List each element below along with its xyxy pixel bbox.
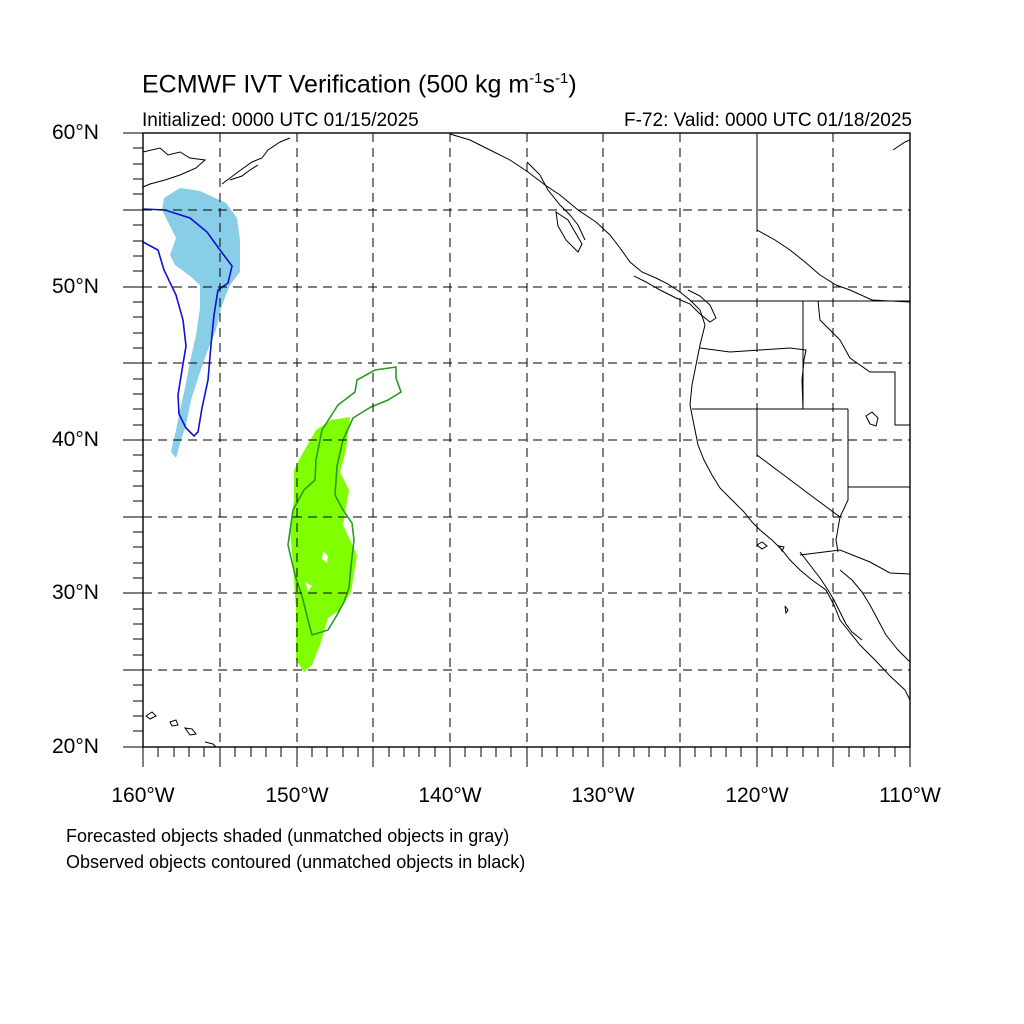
forecast-note: Forecasted objects shaded (unmatched obj… — [66, 826, 510, 846]
observed-object-2 — [287, 366, 402, 637]
lat-label-20n: 20°N — [52, 735, 99, 758]
grid-lines — [143, 133, 910, 747]
initialized-label: Initialized: 0000 UTC 01/15/2025 — [142, 110, 419, 131]
lon-label-110w: 110°W — [879, 784, 941, 807]
map-title: ECMWF IVT Verification (500 kg m-1s-1) — [142, 70, 577, 99]
lat-label-60n: 60°N — [52, 121, 99, 144]
coastlines — [142, 133, 911, 748]
observed-object-1 — [142, 208, 233, 438]
lon-label-120w: 120°W — [725, 784, 789, 807]
tick-marks — [123, 132, 911, 767]
lon-label-130w: 130°W — [571, 784, 635, 807]
lon-label-150w: 150°W — [265, 784, 329, 807]
lat-label-30n: 30°N — [52, 581, 99, 604]
lat-label-40n: 40°N — [52, 428, 99, 451]
lon-label-140w: 140°W — [418, 784, 482, 807]
lon-label-160w: 160°W — [111, 784, 175, 807]
forecast-object-2 — [290, 417, 357, 672]
observed-note: Observed objects contoured (unmatched ob… — [66, 852, 526, 872]
valid-time-label: F-72: Valid: 0000 UTC 01/18/2025 — [624, 110, 912, 131]
lat-label-50n: 50°N — [52, 275, 99, 298]
